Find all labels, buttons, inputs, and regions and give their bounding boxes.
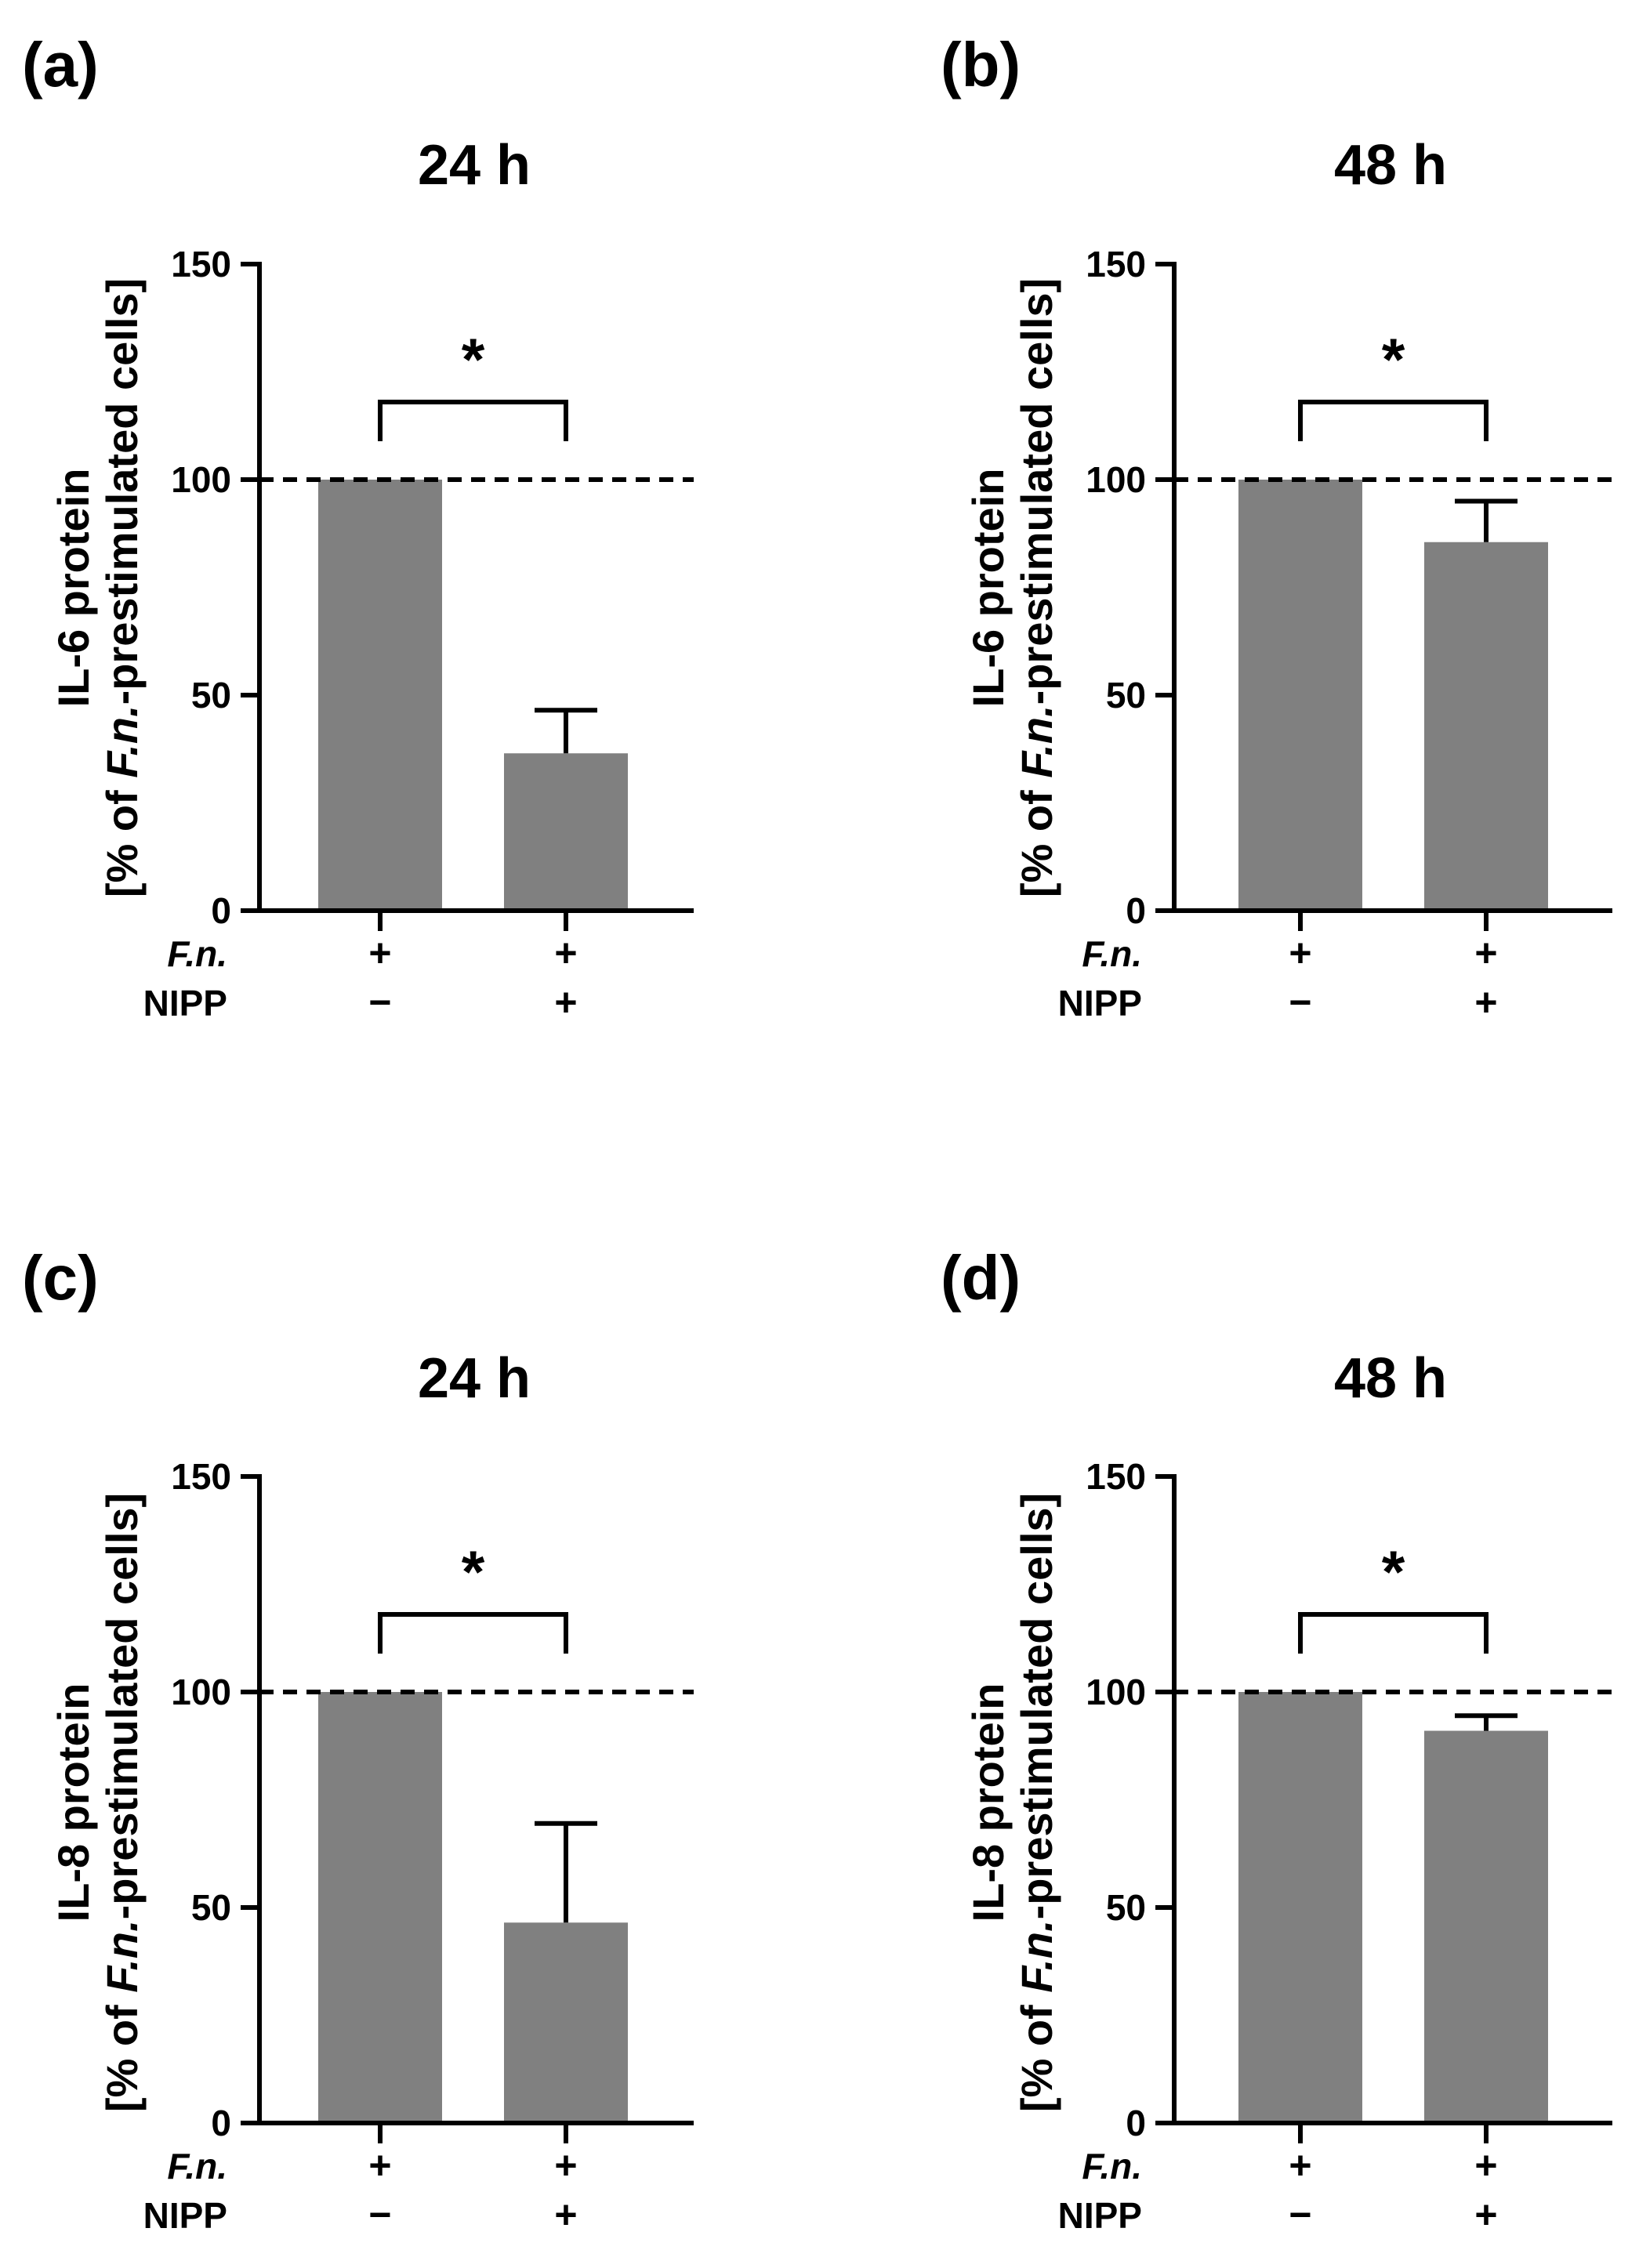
y-axis-label-species: F.n. [97, 1919, 147, 1992]
y-tick-label: 0 [1126, 890, 1146, 931]
y-tick-label: 100 [1086, 1672, 1146, 1712]
y-axis-label-line1: IL-6 protein [49, 469, 98, 708]
significance-star: * [462, 327, 485, 393]
bar-1 [1238, 1692, 1362, 2123]
treatment-row-label-fn: F.n. [167, 933, 227, 974]
y-tick-label: 0 [211, 890, 231, 931]
treatment-fn-symbol: + [554, 931, 577, 975]
bar-1 [318, 480, 442, 911]
y-tick-label: 150 [1086, 1456, 1146, 1497]
y-axis-label-species: F.n. [1012, 705, 1061, 777]
treatment-nipp-symbol: + [554, 980, 577, 1024]
y-tick-label: 50 [1106, 1887, 1146, 1928]
y-axis-label-prefix: [% of [97, 1993, 147, 2112]
treatment-nipp-symbol: + [1474, 980, 1497, 1024]
treatment-fn-symbol: + [1289, 931, 1311, 975]
y-axis-label-prefix: [% of [97, 778, 147, 897]
y-tick-label: 150 [171, 244, 231, 284]
y-tick-label: 0 [1126, 2103, 1146, 2143]
treatment-fn-symbol: + [1289, 2143, 1311, 2187]
panel-label: (d) [941, 1243, 1021, 1313]
y-tick-label: 100 [1086, 459, 1146, 500]
panel-a: (a)24 hIL-6 protein[% of F.n.-prestimula… [22, 30, 694, 1024]
treatment-nipp-symbol: + [554, 2193, 577, 2237]
panel-c: (c)24 hIL-8 protein[% of F.n.-prestimula… [22, 1243, 694, 2237]
significance-star: * [462, 1539, 485, 1606]
bar-2 [1424, 1730, 1548, 2123]
bar-1 [1238, 480, 1362, 911]
panel-d: (d)48 hIL-8 protein[% of F.n.-prestimula… [941, 1243, 1612, 2237]
treatment-fn-symbol: + [1474, 2143, 1497, 2187]
treatment-row-label-fn: F.n. [1082, 2146, 1142, 2186]
y-axis-label-line1: IL-8 protein [963, 1683, 1013, 1922]
bar-2 [504, 753, 628, 911]
y-axis-label-line2: [% of F.n.-prestimulated cells] [97, 1493, 147, 2112]
y-axis-label-suffix: -prestimulated cells] [1012, 278, 1061, 705]
significance-bracket [1298, 400, 1489, 441]
significance-star: * [1382, 1539, 1405, 1606]
y-tick-label: 150 [1086, 244, 1146, 284]
y-tick-label: 150 [171, 1456, 231, 1497]
treatment-fn-symbol: + [368, 931, 391, 975]
panel-b: (b)48 hIL-6 protein[% of F.n.-prestimula… [941, 30, 1612, 1024]
significance-star: * [1382, 327, 1405, 393]
y-axis-label-line1: IL-6 protein [963, 469, 1013, 708]
y-tick-label: 0 [211, 2103, 231, 2143]
chart-title: 24 h [418, 134, 531, 197]
y-tick-label: 100 [171, 1672, 231, 1712]
y-axis-label-line2: [% of F.n.-prestimulated cells] [1012, 1493, 1061, 2112]
bar-1 [318, 1692, 442, 2123]
treatment-nipp-symbol: − [1289, 2193, 1311, 2237]
treatment-fn-symbol: + [1474, 931, 1497, 975]
significance-bracket [378, 1612, 568, 1654]
panel-label: (a) [22, 30, 99, 100]
chart-title: 48 h [1334, 1347, 1447, 1410]
y-tick-label: 50 [191, 1887, 231, 1928]
treatment-row-label-nipp: NIPP [143, 983, 227, 1023]
chart-title: 24 h [418, 1347, 531, 1410]
treatment-nipp-symbol: − [1289, 980, 1311, 1024]
significance-bracket [1298, 1612, 1489, 1654]
y-tick-label: 50 [191, 675, 231, 716]
treatment-fn-symbol: + [554, 2143, 577, 2187]
treatment-nipp-symbol: + [1474, 2193, 1497, 2237]
chart-title: 48 h [1334, 134, 1447, 197]
y-axis-label-suffix: -prestimulated cells] [97, 278, 147, 705]
bar-2 [1424, 542, 1548, 911]
y-axis-label-species: F.n. [97, 705, 147, 777]
treatment-row-label-nipp: NIPP [1058, 983, 1142, 1023]
y-axis-label-prefix: [% of [1012, 1993, 1061, 2112]
y-axis-label-suffix: -prestimulated cells] [97, 1493, 147, 1920]
panel-label: (c) [22, 1243, 99, 1313]
treatment-row-label-nipp: NIPP [1058, 2195, 1142, 2236]
treatment-row-label-fn: F.n. [167, 2146, 227, 2186]
treatment-nipp-symbol: − [368, 980, 391, 1024]
y-axis-label-prefix: [% of [1012, 778, 1061, 897]
y-tick-label: 50 [1106, 675, 1146, 716]
y-axis-label-species: F.n. [1012, 1919, 1061, 1992]
bar-2 [504, 1922, 628, 2123]
y-axis-label-line2: [% of F.n.-prestimulated cells] [1012, 278, 1061, 897]
y-axis-label-line2: [% of F.n.-prestimulated cells] [97, 278, 147, 897]
y-tick-label: 100 [171, 459, 231, 500]
treatment-row-label-fn: F.n. [1082, 933, 1142, 974]
significance-bracket [378, 400, 568, 441]
y-axis-label-line1: IL-8 protein [49, 1683, 98, 1922]
y-axis-label-suffix: -prestimulated cells] [1012, 1493, 1061, 1920]
treatment-fn-symbol: + [368, 2143, 391, 2187]
treatment-row-label-nipp: NIPP [143, 2195, 227, 2236]
treatment-nipp-symbol: − [368, 2193, 391, 2237]
panel-label: (b) [941, 30, 1021, 100]
